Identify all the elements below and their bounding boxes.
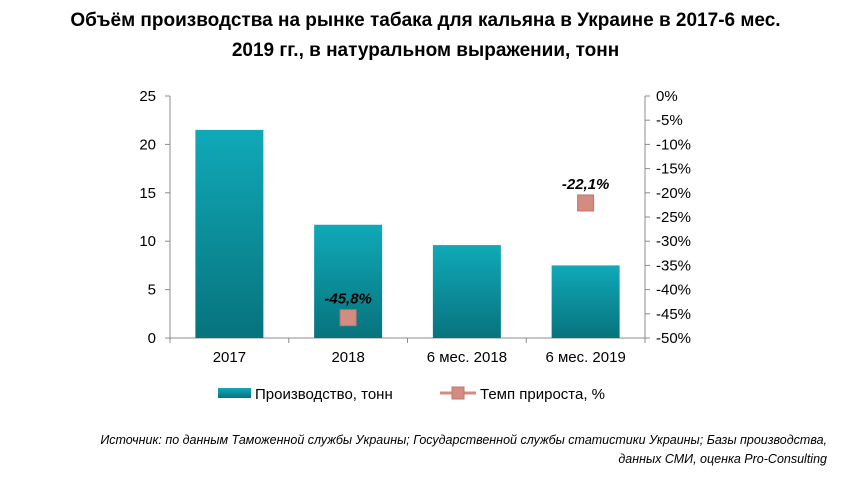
data-label: -22,1%: [562, 176, 610, 193]
left-tick-label: 15: [139, 185, 156, 202]
category-label: 6 мес. 2019: [545, 349, 625, 366]
source-note: Источник: по данным Таможенной службы Ук…: [7, 431, 827, 469]
source-line-1: Источник: по данным Таможенной службы Ук…: [100, 433, 827, 447]
right-tick-label: -20%: [656, 185, 691, 202]
chart-title: Объём производства на рынке табака для к…: [0, 6, 851, 66]
category-label: 6 мес. 2018: [427, 349, 507, 366]
chart-title-line-2: 2019 гг., в натуральном выражении, тонн: [231, 40, 620, 61]
left-tick-label: 5: [148, 282, 156, 299]
right-tick-label: -40%: [656, 282, 691, 299]
axes: 0 5 10 15 20 25 -50% -45% -40% -35% -30% -25% -20% -1…: [139, 88, 691, 366]
right-tick-label: -30%: [656, 233, 691, 250]
right-tick-label: -50%: [656, 330, 691, 347]
source-line-2: данных СМИ, оценка Pro-Consulting: [618, 452, 827, 466]
legend: Производство, тонн Темп прироста, %: [218, 386, 605, 403]
category-label: 2017: [213, 349, 246, 366]
right-tick-label: -15%: [656, 161, 691, 178]
legend-marker-label: Темп прироста, %: [480, 386, 605, 403]
bar-series: [195, 129, 620, 338]
right-tick-label: 0%: [656, 88, 678, 105]
left-tick-label: 20: [139, 136, 156, 153]
legend-bar-label: Производство, тонн: [255, 386, 393, 403]
bar: [195, 129, 264, 338]
bar: [551, 265, 620, 338]
data-label: -45,8%: [324, 291, 372, 308]
right-tick-label: -25%: [656, 209, 691, 226]
category-label: 2018: [331, 349, 364, 366]
chart-title-line-1: Объём производства на рынке табака для к…: [70, 10, 781, 31]
legend-marker-swatch: [451, 386, 465, 400]
marker-series: -45,8% -22,1%: [324, 176, 610, 327]
right-tick-label: -45%: [656, 306, 691, 323]
right-tick-label: -10%: [656, 136, 691, 153]
left-tick-label: 10: [139, 233, 156, 250]
bar: [432, 245, 501, 338]
marker-point: [577, 194, 595, 212]
marker-point: [339, 309, 357, 327]
right-tick-label: -5%: [656, 112, 683, 129]
left-tick-label: 0: [148, 330, 156, 347]
right-tick-label: -35%: [656, 257, 691, 274]
left-tick-label: 25: [139, 88, 156, 105]
legend-bar-swatch: [218, 388, 251, 398]
